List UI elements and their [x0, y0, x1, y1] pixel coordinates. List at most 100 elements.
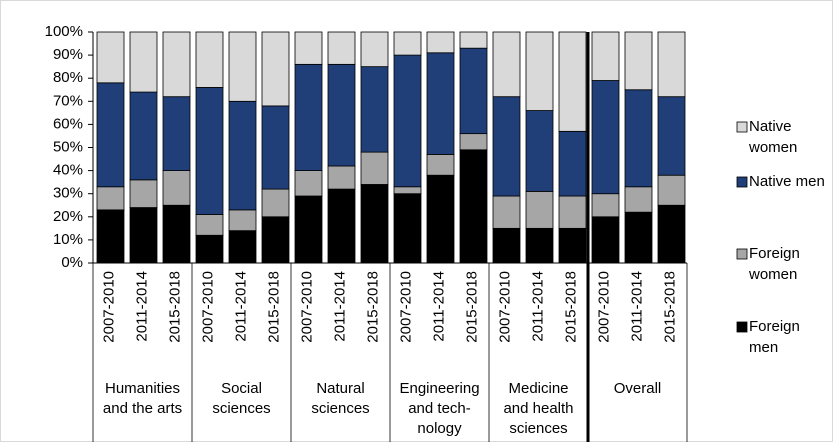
bar-segment — [393, 31, 422, 56]
bar-segment — [525, 227, 554, 264]
group-label: sciences — [311, 400, 369, 417]
x-tick-label: 2015-2018 — [364, 271, 381, 343]
x-tick-label: 2011-2014 — [529, 271, 546, 342]
bar-segment — [657, 204, 686, 264]
bar-segment — [195, 31, 224, 88]
bar-segment — [360, 66, 389, 153]
bar-segment — [162, 96, 191, 171]
bar-segment — [261, 31, 290, 107]
x-tick-label: 2015-2018 — [661, 271, 678, 343]
bar-segment — [591, 31, 620, 81]
y-tick-label: 10% — [53, 231, 83, 248]
bar-segment — [360, 151, 389, 185]
bar-segment — [228, 31, 257, 102]
bar-segment — [459, 149, 488, 264]
bar-segment — [657, 174, 686, 206]
bar-segment — [492, 31, 521, 98]
legend-swatch — [736, 321, 748, 333]
bar-segment — [591, 193, 620, 218]
bar-segment — [195, 87, 224, 215]
legend-swatch — [736, 248, 748, 260]
y-tick-label: 50% — [53, 138, 83, 155]
bar-segment — [492, 195, 521, 229]
x-tick-label: 2015-2018 — [265, 271, 282, 343]
x-tick-label: 2011-2014 — [628, 271, 645, 342]
bar-segment — [492, 96, 521, 197]
bar-segment — [624, 211, 653, 264]
group-label: Humanities — [105, 380, 180, 397]
legend-label: Foreign women — [749, 245, 800, 283]
bar-segment — [261, 188, 290, 218]
x-tick-label: 2011-2014 — [133, 271, 150, 342]
x-tick-label: 2007-2010 — [496, 271, 513, 343]
legend-item: Native men — [749, 173, 825, 190]
x-tick-label: 2011-2014 — [232, 271, 249, 342]
x-tick-label: 2007-2010 — [595, 271, 612, 343]
legend-label: Native women — [749, 118, 798, 156]
group-label: and the arts — [103, 400, 182, 417]
bar-segment — [261, 105, 290, 190]
bar-segment — [195, 234, 224, 264]
bar-segment — [96, 186, 125, 211]
y-tick-label: 70% — [53, 92, 83, 109]
group-label: Social — [221, 380, 262, 397]
bar-segment — [393, 54, 422, 188]
group-label: sciences — [509, 420, 567, 437]
bar-segment — [294, 63, 323, 171]
legend-label: Native men — [749, 173, 825, 190]
bar-segment — [393, 186, 422, 195]
bar-segment — [327, 63, 356, 167]
bar-segment — [459, 47, 488, 135]
bar-segment — [261, 216, 290, 264]
bar-segment — [96, 209, 125, 264]
x-tick-label: 2015-2018 — [562, 271, 579, 343]
y-tick-label: 100% — [45, 23, 83, 40]
y-tick-label: 80% — [53, 69, 83, 86]
x-tick-label: 2007-2010 — [100, 271, 117, 343]
bar-segment — [327, 188, 356, 264]
bar-segment — [591, 80, 620, 195]
bar-segment — [162, 31, 191, 98]
bar-segment — [228, 100, 257, 211]
bar-segment — [129, 179, 158, 208]
group-label: Medicine — [508, 380, 568, 397]
bar-segment — [426, 174, 455, 264]
bar-segment — [294, 195, 323, 264]
bar-segment — [657, 31, 686, 98]
bar-segment — [426, 154, 455, 176]
x-tick-label: 2015-2018 — [463, 271, 480, 343]
bar-segment — [624, 89, 653, 188]
bar-segment — [558, 227, 587, 264]
group-label: nology — [417, 420, 462, 437]
bar-segment — [624, 31, 653, 91]
legend-item: Foreign women — [749, 245, 800, 283]
group-label: and tech- — [408, 400, 471, 417]
x-tick-label: 2015-2018 — [166, 271, 183, 343]
bar-segment — [558, 195, 587, 229]
group-label: Engineering — [399, 380, 479, 397]
bar-segment — [459, 31, 488, 49]
bar-segment — [426, 52, 455, 155]
bar-segment — [294, 170, 323, 197]
bar-segment — [129, 207, 158, 264]
bar-segment — [162, 204, 191, 264]
bar-segment — [228, 230, 257, 264]
y-tick-label: 90% — [53, 46, 83, 63]
legend-swatch — [736, 121, 748, 133]
bar-segment — [195, 214, 224, 236]
bar-segment — [558, 130, 587, 197]
bar-segment — [525, 190, 554, 229]
legend-item: Foreign men — [749, 318, 800, 356]
y-tick-label: 40% — [53, 162, 83, 179]
x-tick-label: 2011-2014 — [430, 271, 447, 342]
bar-segment — [426, 31, 455, 54]
bar-segment — [96, 82, 125, 188]
bar-segment — [327, 31, 356, 65]
bar-segment — [228, 209, 257, 232]
bar-segment — [525, 110, 554, 192]
y-tick-label: 0% — [61, 254, 83, 271]
bar-segment — [162, 170, 191, 206]
group-label: and health — [503, 400, 573, 417]
bar-segment — [96, 31, 125, 84]
